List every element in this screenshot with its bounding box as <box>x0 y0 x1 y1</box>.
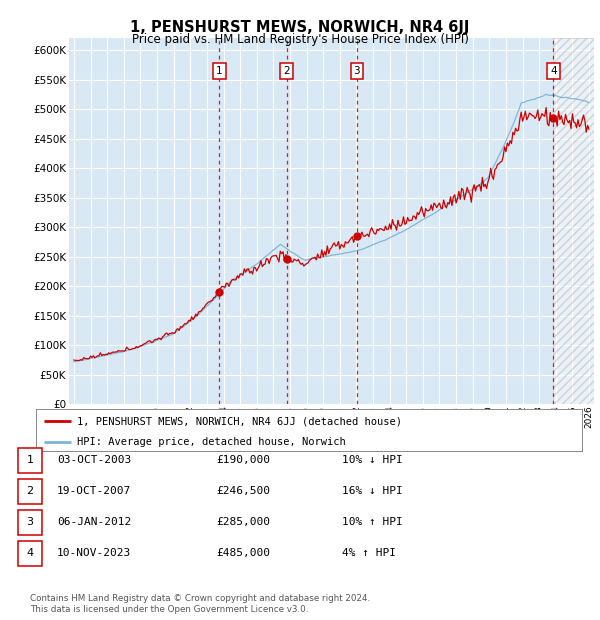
Text: 1: 1 <box>26 455 34 465</box>
Text: £285,000: £285,000 <box>216 517 270 527</box>
Text: 1, PENSHURST MEWS, NORWICH, NR4 6JJ (detached house): 1, PENSHURST MEWS, NORWICH, NR4 6JJ (det… <box>77 416 402 426</box>
Text: £485,000: £485,000 <box>216 548 270 558</box>
Text: 19-OCT-2007: 19-OCT-2007 <box>57 486 131 496</box>
Text: 10% ↑ HPI: 10% ↑ HPI <box>342 517 403 527</box>
Text: HPI: Average price, detached house, Norwich: HPI: Average price, detached house, Norw… <box>77 437 346 447</box>
Bar <box>553 38 598 404</box>
Text: 1: 1 <box>216 66 223 76</box>
Text: 10% ↓ HPI: 10% ↓ HPI <box>342 455 403 465</box>
Text: £246,500: £246,500 <box>216 486 270 496</box>
Text: 2: 2 <box>283 66 290 76</box>
Text: 03-OCT-2003: 03-OCT-2003 <box>57 455 131 465</box>
Text: 16% ↓ HPI: 16% ↓ HPI <box>342 486 403 496</box>
Text: 10-NOV-2023: 10-NOV-2023 <box>57 548 131 558</box>
Text: 06-JAN-2012: 06-JAN-2012 <box>57 517 131 527</box>
Text: 2: 2 <box>26 486 34 496</box>
Text: Price paid vs. HM Land Registry's House Price Index (HPI): Price paid vs. HM Land Registry's House … <box>131 33 469 46</box>
Text: £190,000: £190,000 <box>216 455 270 465</box>
Text: 4: 4 <box>26 548 34 558</box>
Text: 4: 4 <box>550 66 557 76</box>
Text: 1, PENSHURST MEWS, NORWICH, NR4 6JJ: 1, PENSHURST MEWS, NORWICH, NR4 6JJ <box>130 20 470 35</box>
Text: 4% ↑ HPI: 4% ↑ HPI <box>342 548 396 558</box>
Text: 3: 3 <box>353 66 360 76</box>
Text: 3: 3 <box>26 517 34 527</box>
Text: Contains HM Land Registry data © Crown copyright and database right 2024.
This d: Contains HM Land Registry data © Crown c… <box>30 595 370 614</box>
